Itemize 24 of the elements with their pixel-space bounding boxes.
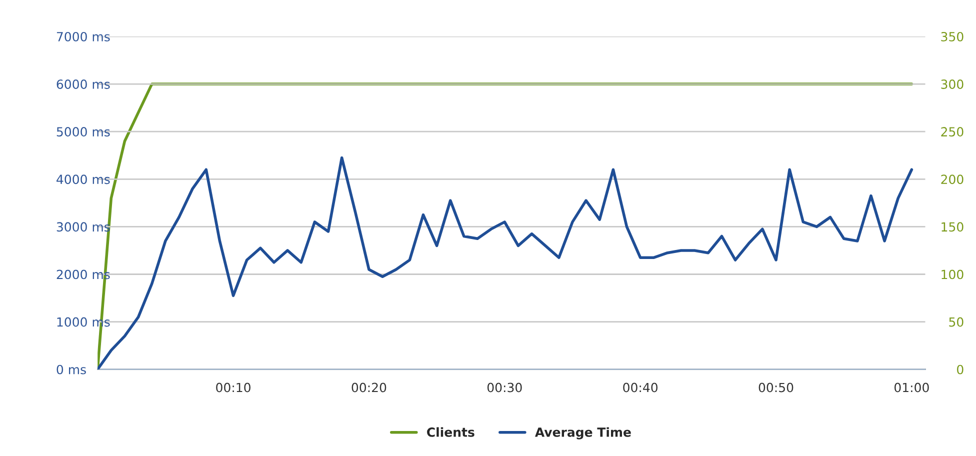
x-tick-label: 00:10 [216, 382, 250, 392]
x-tick-label: 00:40 [623, 382, 658, 392]
y2-tick-label: 100 [942, 270, 964, 280]
y-tick-label: 5000 ms [56, 127, 110, 137]
y2-tick-label: 350 [941, 32, 964, 42]
x-tick-label: 00:50 [758, 382, 794, 392]
y-tick-label: 6000 ms [56, 80, 110, 89]
y-tick-label: 1000 ms [57, 317, 110, 327]
y2-tick-label: 150 [942, 222, 964, 232]
x-tick-label: 00:20 [352, 382, 386, 392]
y2-tick-label: 50 [949, 317, 964, 327]
y-tick-label: 2000 ms [56, 270, 110, 280]
x-tick-label: 00:30 [487, 382, 522, 392]
y-tick-label: 4000 ms [56, 174, 110, 184]
y2-tick-label: 0 [957, 364, 964, 374]
y-tick-label: 7000 ms [56, 32, 110, 42]
y2-tick-label: 250 [941, 127, 964, 137]
y-tick-label: 3000 ms [56, 222, 110, 232]
x-tick-label: 01:00 [894, 382, 929, 392]
y-tick-label: 0 ms [56, 364, 86, 374]
legend-label: Clients [427, 427, 474, 437]
y2-tick-label: 300 [941, 80, 964, 89]
y2-tick-label: 200 [941, 174, 964, 184]
legend-label: Average Time [534, 427, 631, 440]
